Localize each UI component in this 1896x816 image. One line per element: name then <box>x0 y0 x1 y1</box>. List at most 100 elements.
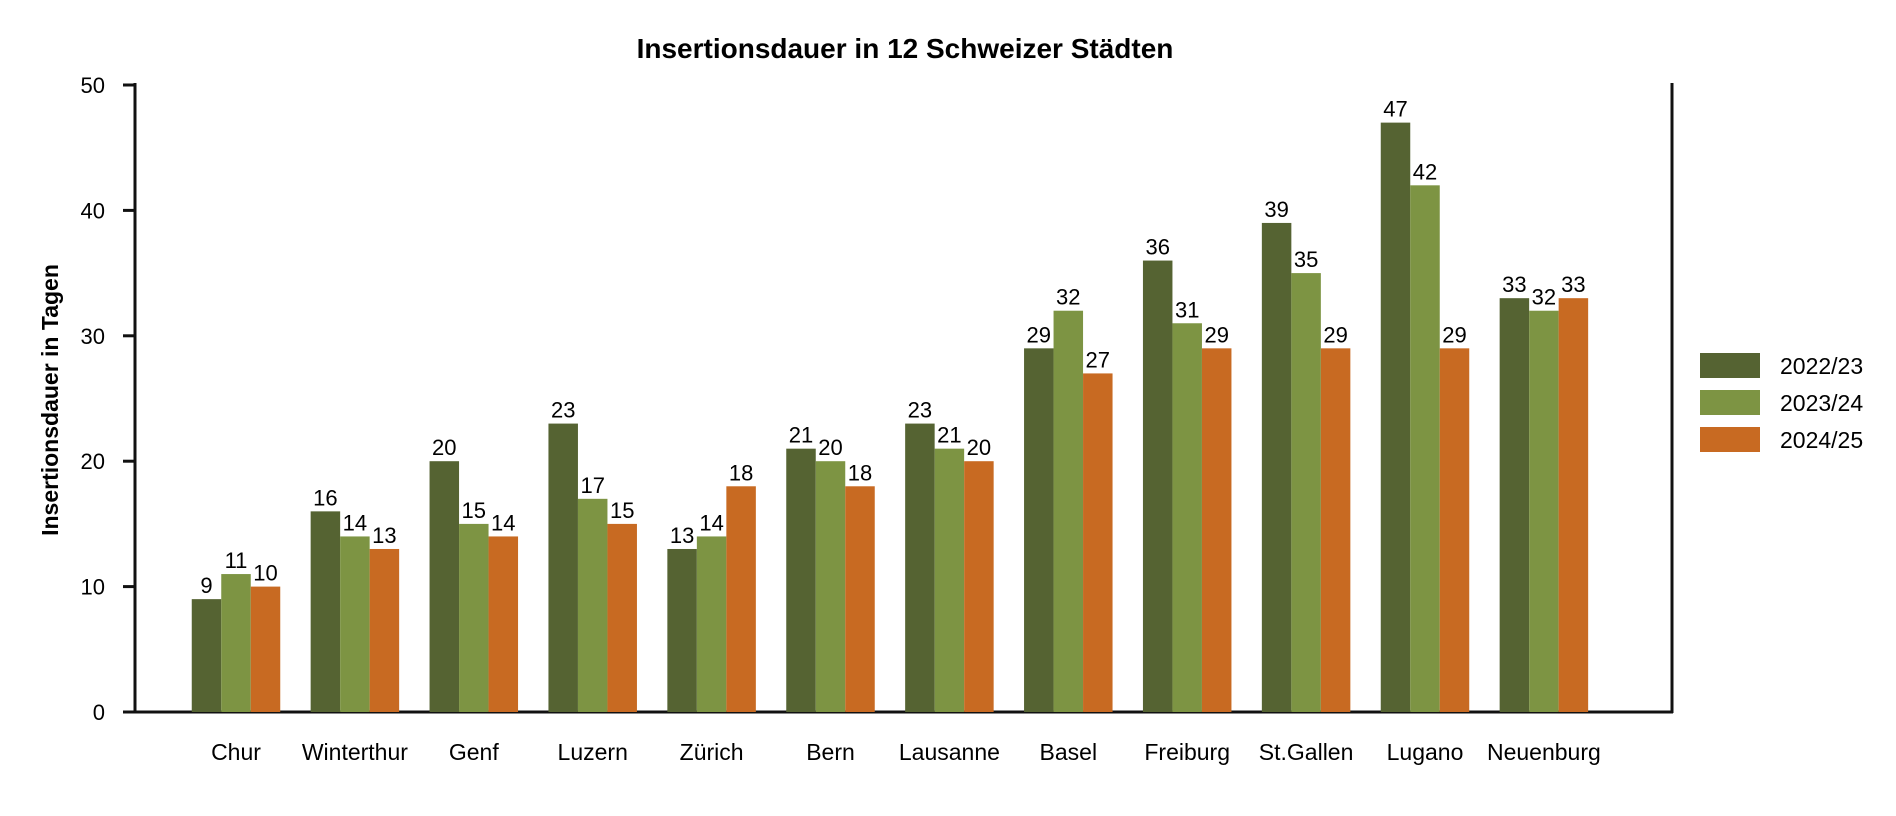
bar <box>905 423 935 712</box>
bar <box>964 461 994 712</box>
y-tick-label: 30 <box>81 324 105 349</box>
y-tick-label: 0 <box>93 700 105 725</box>
legend-swatch <box>1700 353 1760 378</box>
bar <box>1172 323 1202 712</box>
bar <box>696 536 727 712</box>
data-label: 20 <box>967 435 991 460</box>
bar <box>250 586 281 712</box>
bar <box>221 574 251 712</box>
bar <box>369 548 400 712</box>
bar <box>340 536 370 712</box>
data-label: 29 <box>1204 322 1228 347</box>
bar <box>310 511 341 712</box>
category-labels: Chur Winterthur Genf Luzern Zürich Bern Lausan… <box>211 739 1601 765</box>
data-label: 18 <box>729 460 753 485</box>
legend-label: 2024/25 <box>1780 427 1863 453</box>
bar <box>845 486 875 712</box>
x-tick-label: Genf <box>449 739 499 765</box>
x-tick-label: Zürich <box>680 739 744 765</box>
bar <box>488 536 519 712</box>
x-tick-label: Winterthur <box>302 739 408 765</box>
y-axis-label: Insertionsdauer in Tagen <box>37 264 63 536</box>
y-tick-label: 20 <box>81 449 105 474</box>
bar <box>607 523 637 712</box>
bar <box>1410 185 1440 712</box>
bar <box>1201 348 1232 712</box>
data-label: 32 <box>1056 285 1080 310</box>
legend-label: 2022/23 <box>1780 353 1863 379</box>
bar <box>1499 298 1530 712</box>
y-tick-label: 10 <box>81 575 105 600</box>
legend-swatch <box>1700 427 1760 452</box>
data-label: 23 <box>551 398 575 423</box>
y-ticks: 0 10 20 30 40 50 <box>81 73 135 725</box>
bar <box>1053 310 1084 712</box>
bar <box>1261 222 1292 712</box>
x-tick-label: Luzern <box>558 739 628 765</box>
bar <box>1142 260 1173 712</box>
data-label: 20 <box>432 435 456 460</box>
bars: 9111016141320151423171513141821201823212… <box>191 97 1589 713</box>
data-label: 11 <box>225 548 248 573</box>
data-label: 35 <box>1294 247 1318 272</box>
x-tick-label: St.Gallen <box>1259 739 1354 765</box>
x-tick-label: Bern <box>806 739 855 765</box>
data-label: 17 <box>580 473 604 498</box>
bar <box>815 461 846 712</box>
bar <box>1320 348 1351 712</box>
x-tick-label: Basel <box>1040 739 1098 765</box>
bar <box>459 523 489 712</box>
x-tick-label: Freiburg <box>1144 739 1230 765</box>
legend-swatch <box>1700 390 1760 415</box>
bar <box>786 448 816 712</box>
legend-label: 2023/24 <box>1780 390 1863 416</box>
bar <box>667 548 697 712</box>
data-label: 15 <box>610 498 634 523</box>
bar <box>1083 373 1113 712</box>
data-label: 13 <box>372 523 396 548</box>
data-label: 14 <box>699 510 723 535</box>
data-label: 27 <box>1086 347 1110 372</box>
data-label: 42 <box>1413 159 1437 184</box>
data-label: 29 <box>1323 322 1347 347</box>
data-label: 33 <box>1561 272 1585 297</box>
x-tick-label: Chur <box>211 739 261 765</box>
data-label: 18 <box>848 460 872 485</box>
bar <box>1024 348 1054 712</box>
bar <box>191 599 222 712</box>
data-label: 29 <box>1027 322 1051 347</box>
data-label: 20 <box>818 435 842 460</box>
bar <box>1558 298 1589 712</box>
data-label: 9 <box>200 573 212 598</box>
data-label: 14 <box>343 510 367 535</box>
data-label: 15 <box>462 498 486 523</box>
bar <box>1529 310 1559 712</box>
bar <box>548 423 578 712</box>
data-label: 47 <box>1383 97 1407 122</box>
bar <box>429 461 460 712</box>
data-label: 39 <box>1264 197 1288 222</box>
data-label: 16 <box>313 485 337 510</box>
data-label: 33 <box>1502 272 1526 297</box>
data-label: 23 <box>908 398 932 423</box>
data-label: 21 <box>937 423 961 448</box>
chart-title: Insertionsdauer in 12 Schweizer Städten <box>637 33 1174 64</box>
bar <box>577 498 608 712</box>
data-label: 10 <box>253 561 277 586</box>
data-label: 13 <box>670 523 694 548</box>
data-label: 21 <box>789 423 813 448</box>
data-label: 14 <box>491 510 515 535</box>
data-label: 36 <box>1145 235 1169 260</box>
bar <box>1291 273 1321 712</box>
bar <box>1380 122 1411 713</box>
x-tick-label: Lugano <box>1387 739 1464 765</box>
data-label: 31 <box>1175 297 1199 322</box>
legend: 2022/23 2023/24 2024/25 <box>1700 353 1863 453</box>
y-tick-label: 50 <box>81 73 105 98</box>
x-tick-label: Neuenburg <box>1487 739 1601 765</box>
data-label: 32 <box>1532 285 1556 310</box>
y-tick-label: 40 <box>81 198 105 223</box>
bar <box>726 486 756 712</box>
x-tick-label: Lausanne <box>899 739 1000 765</box>
